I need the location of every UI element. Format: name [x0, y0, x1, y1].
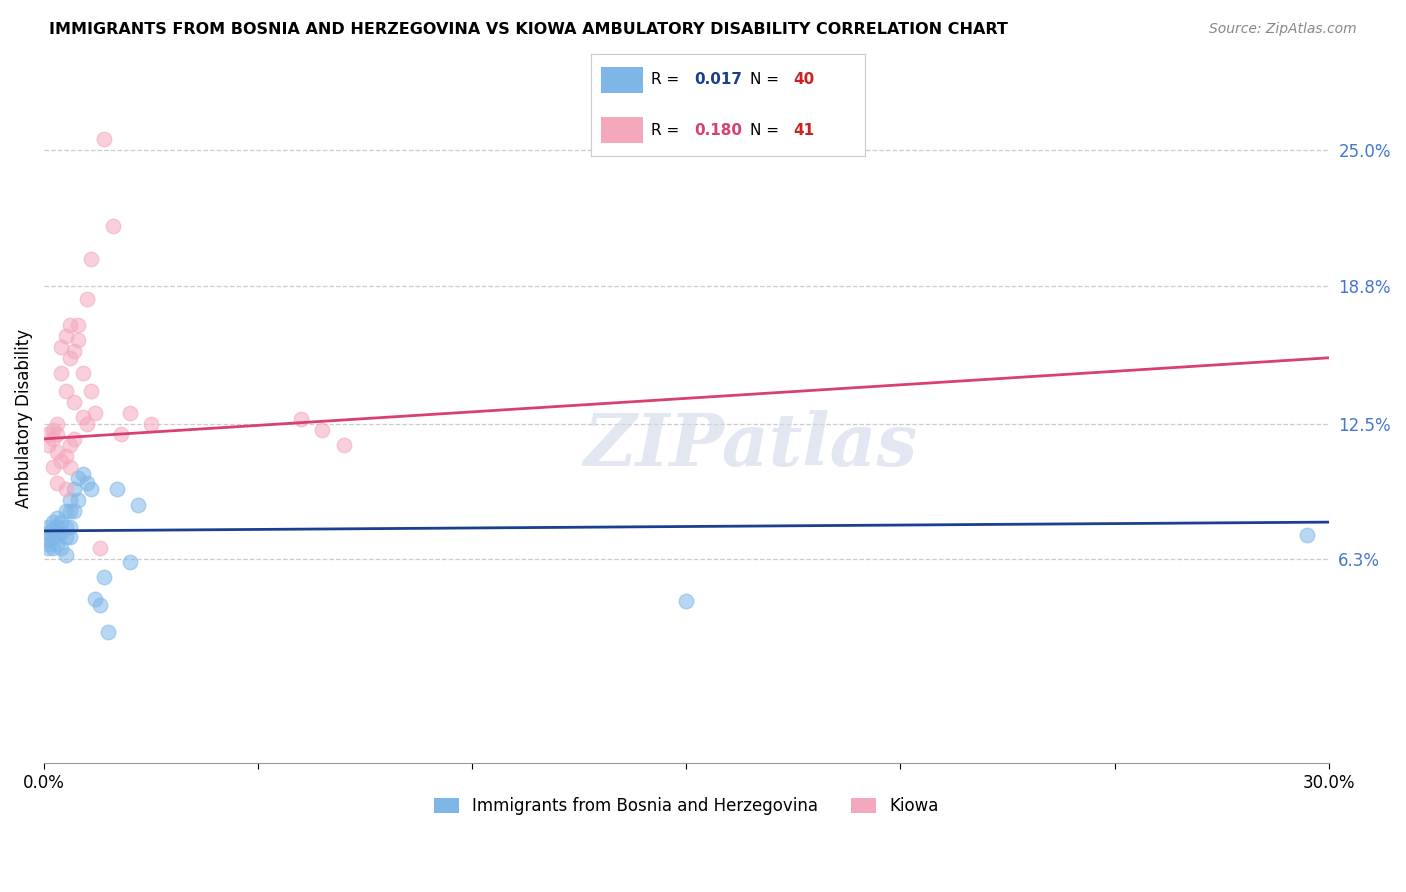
Point — [41, 522, 63, 536]
Point — [37, 526, 59, 541]
Point — [72, 409, 94, 424]
Legend: Immigrants from Bosnia and Herzegovina, Kiowa: Immigrants from Bosnia and Herzegovina, … — [426, 789, 948, 824]
Point — [72, 366, 94, 380]
Point — [55, 329, 77, 343]
Point — [46, 417, 69, 431]
Point — [59, 318, 82, 332]
Point — [76, 417, 98, 431]
Point — [46, 528, 69, 542]
Text: 41: 41 — [793, 123, 814, 138]
Point — [118, 406, 141, 420]
Point — [46, 427, 69, 442]
Point — [37, 427, 59, 442]
Point — [72, 467, 94, 481]
Point — [101, 219, 124, 234]
Point — [141, 417, 163, 431]
Point — [59, 531, 82, 545]
Point — [675, 594, 697, 608]
Point — [76, 292, 98, 306]
Point — [51, 526, 73, 541]
Point — [37, 541, 59, 556]
Point — [41, 423, 63, 437]
Point — [89, 599, 111, 613]
Point — [37, 533, 59, 547]
Text: 0.017: 0.017 — [695, 71, 742, 87]
Point — [80, 384, 103, 398]
Point — [63, 344, 86, 359]
Point — [46, 445, 69, 459]
Point — [67, 333, 90, 347]
Text: N =: N = — [749, 71, 783, 87]
Point — [80, 482, 103, 496]
Point — [59, 460, 82, 475]
Point — [105, 482, 128, 496]
Point — [93, 570, 115, 584]
Point — [63, 504, 86, 518]
Point — [41, 531, 63, 545]
Point — [84, 406, 107, 420]
Point — [37, 519, 59, 533]
Point — [67, 471, 90, 485]
Point — [51, 366, 73, 380]
Point — [46, 519, 69, 533]
Point — [46, 475, 69, 490]
Point — [51, 340, 73, 354]
Point — [41, 515, 63, 529]
Point — [55, 504, 77, 518]
Point — [51, 541, 73, 556]
Text: N =: N = — [749, 123, 783, 138]
Point — [55, 384, 77, 398]
Text: R =: R = — [651, 123, 683, 138]
Point — [97, 624, 120, 639]
Point — [127, 498, 149, 512]
Point — [46, 537, 69, 551]
Point — [84, 591, 107, 606]
Text: 40: 40 — [793, 71, 814, 87]
Point — [290, 412, 312, 426]
Bar — [602, 67, 643, 93]
Point — [67, 493, 90, 508]
Point — [41, 541, 63, 556]
Point — [1296, 528, 1319, 542]
Point — [67, 318, 90, 332]
Point — [41, 432, 63, 446]
Point — [59, 493, 82, 508]
Point — [51, 515, 73, 529]
Point — [333, 438, 356, 452]
Point — [89, 541, 111, 556]
Point — [41, 460, 63, 475]
Point — [55, 531, 77, 545]
Text: ZIPatlas: ZIPatlas — [583, 410, 918, 481]
Point — [59, 351, 82, 365]
Point — [46, 510, 69, 524]
Bar — [602, 117, 643, 143]
Point — [59, 519, 82, 533]
Point — [63, 394, 86, 409]
Point — [55, 519, 77, 533]
Point — [55, 450, 77, 464]
Point — [63, 432, 86, 446]
Point — [63, 482, 86, 496]
Y-axis label: Ambulatory Disability: Ambulatory Disability — [15, 328, 32, 508]
Point — [76, 475, 98, 490]
Point — [37, 537, 59, 551]
Point — [37, 438, 59, 452]
Point — [59, 438, 82, 452]
Point — [55, 482, 77, 496]
Point — [55, 548, 77, 562]
Text: IMMIGRANTS FROM BOSNIA AND HERZEGOVINA VS KIOWA AMBULATORY DISABILITY CORRELATIO: IMMIGRANTS FROM BOSNIA AND HERZEGOVINA V… — [49, 22, 1008, 37]
Text: 0.180: 0.180 — [695, 123, 742, 138]
Point — [118, 555, 141, 569]
Point — [110, 427, 132, 442]
Point — [59, 504, 82, 518]
Point — [80, 252, 103, 267]
Point — [93, 132, 115, 146]
Point — [51, 454, 73, 468]
Text: Source: ZipAtlas.com: Source: ZipAtlas.com — [1209, 22, 1357, 37]
Text: R =: R = — [651, 71, 683, 87]
Point — [311, 423, 333, 437]
